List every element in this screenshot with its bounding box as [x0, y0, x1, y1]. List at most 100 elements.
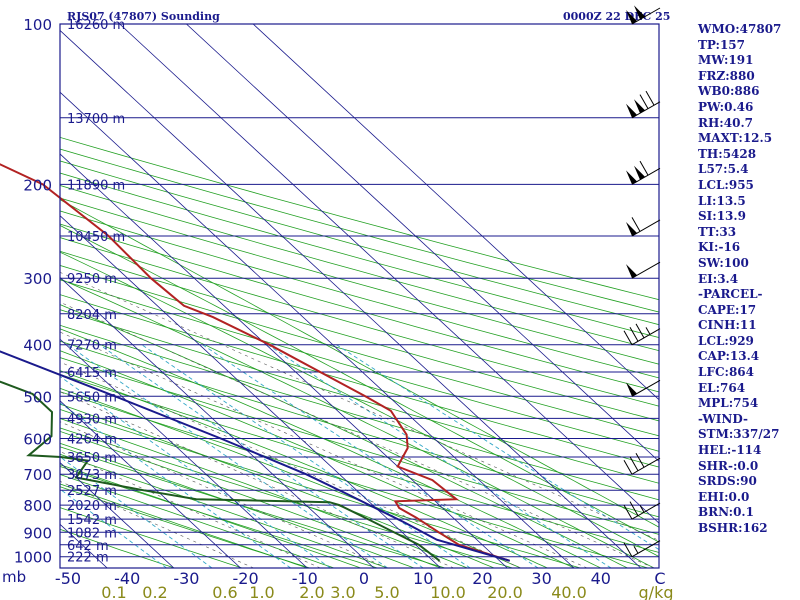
height-label: 3650 m [67, 451, 117, 466]
dry-adiabat [60, 237, 659, 407]
wind-barb-half [633, 546, 639, 554]
pressure-tick-label: 600 [23, 431, 52, 449]
wind-barb [626, 160, 661, 185]
mixing-ratio-label: 3.0 [330, 583, 355, 600]
wind-barb-full [639, 160, 649, 176]
index-row: CINH:11 [698, 318, 757, 333]
temperature-tick-label: -50 [55, 569, 81, 588]
mixing-ratio-line [202, 344, 539, 568]
wind-barb-full [629, 327, 639, 342]
index-row: TT:33 [698, 224, 737, 239]
isotherm-line [60, 91, 575, 568]
mixing-ratio-line [60, 456, 213, 568]
mixing-ratio-line [99, 344, 424, 568]
index-row: MPL:754 [698, 396, 759, 411]
pressure-tick-label: 200 [23, 176, 52, 194]
height-label: 2527 m [67, 484, 117, 499]
index-row: LCL:955 [698, 177, 754, 192]
mixing-ratio-label: 2.0 [299, 583, 324, 600]
moist-adiabat [60, 474, 335, 568]
station-title: RJS07 (47807) Sounding [67, 10, 220, 23]
wind-barb-full [635, 453, 645, 468]
height-label: 2020 m [67, 499, 117, 514]
wind-barb [626, 217, 661, 237]
index-row: TP:157 [698, 37, 746, 52]
moist-adiabat [60, 328, 601, 568]
dewpoint-line [0, 380, 441, 562]
index-row: LCL:929 [698, 333, 754, 348]
isotherm-line [60, 338, 308, 568]
wind-barb-full [639, 94, 649, 109]
index-row: BSHR:162 [698, 521, 768, 535]
wind-barb-staff [631, 502, 661, 520]
height-label: 8204 m [67, 308, 117, 323]
moist-adiabat [60, 430, 441, 568]
mixing-ratio-label: 10.0 [430, 583, 466, 600]
moist-adiabat [60, 304, 628, 568]
mixing-ratio-line [336, 344, 659, 551]
wind-barb [626, 261, 661, 279]
index-row: L57:5.4 [698, 162, 749, 177]
pressure-tick-label: 300 [23, 270, 52, 288]
mixing-ratio-label: 1.0 [249, 583, 274, 600]
moist-adiabat [60, 251, 659, 558]
mixing-ratio-line [60, 488, 167, 568]
dry-adiabat [60, 465, 378, 568]
mixing-ratio-label: 0.1 [101, 583, 126, 600]
dry-adiabat [60, 136, 659, 301]
dry-adiabat [60, 264, 659, 437]
wind-barb [623, 501, 661, 520]
moist-adiabat [60, 350, 575, 568]
background-lines [60, 24, 659, 568]
height-label: 6415 m [67, 366, 117, 381]
dry-adiabat [60, 210, 659, 379]
pressure-tick-label: 400 [23, 337, 52, 355]
height-label: 11890 m [67, 178, 125, 193]
wind-barb-flag [634, 5, 645, 20]
temperature-tick-label: 10 [413, 569, 433, 588]
wind-barb-staff [631, 7, 661, 25]
moist-adiabat [60, 403, 495, 568]
index-row: WMO:47807 [698, 22, 782, 36]
sounding-series [0, 163, 511, 562]
mixing-ratio-label: g/kg [639, 583, 674, 600]
isotherm-line [119, 24, 659, 524]
wind-barb [626, 5, 661, 25]
height-label: 13700 m [67, 112, 125, 127]
height-label: 4264 m [67, 433, 117, 448]
wind-barb-full [635, 323, 645, 339]
mixing-ratio-line [60, 402, 291, 568]
index-row: -WIND- [698, 411, 748, 426]
mixing-ratio-label: 0.6 [212, 583, 237, 600]
wind-barb-full [623, 542, 633, 557]
wind-barb [623, 540, 661, 558]
valid-time: 0000Z 22 DEC 25 [563, 10, 670, 23]
dry-adiabat [60, 294, 659, 468]
wind-barbs [623, 5, 661, 558]
index-row: FRZ:880 [698, 68, 755, 83]
isotherm-line [60, 215, 441, 568]
temperature-line [0, 163, 511, 562]
index-row: MAXT:12.5 [698, 131, 773, 146]
wind-barb [623, 323, 661, 346]
temperature-tick-label: -30 [173, 569, 199, 588]
dry-adiabat [60, 309, 659, 484]
dry-adiabat [60, 148, 659, 313]
wind-barb [626, 90, 661, 119]
isotherm-line [252, 24, 659, 401]
index-row: BRN:0.1 [698, 505, 754, 520]
mixing-ratio-label: 20.0 [487, 583, 523, 600]
wind-barb-full [623, 330, 633, 345]
index-row: SI:13.9 [698, 209, 746, 224]
wind-barb-staff [631, 219, 661, 237]
pressure-tick-label: 900 [23, 524, 52, 542]
mixing-ratio-label: 0.2 [142, 583, 167, 600]
pressure-unit-label: mb [2, 568, 26, 586]
pressure-tick-label: 700 [23, 466, 52, 484]
wind-barb-flag [626, 103, 637, 118]
dry-adiabat [60, 185, 659, 352]
dry-adiabat [60, 373, 659, 553]
dry-adiabat [60, 279, 659, 452]
wind-barb-staff [631, 457, 661, 475]
